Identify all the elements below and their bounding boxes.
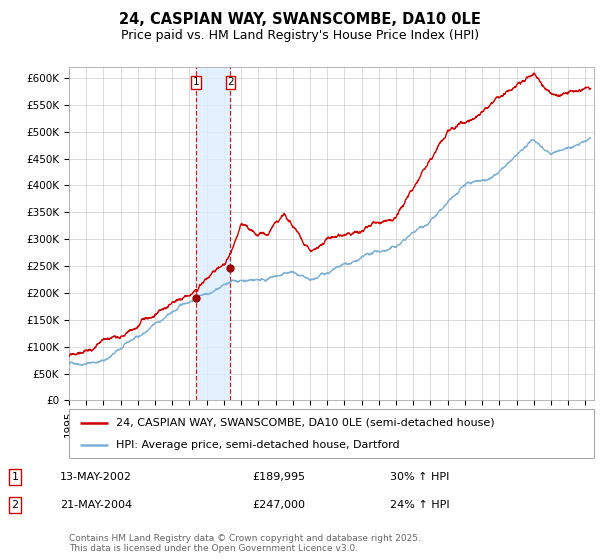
Text: 21-MAY-2004: 21-MAY-2004 xyxy=(60,500,132,510)
Text: 13-MAY-2002: 13-MAY-2002 xyxy=(60,472,132,482)
Text: Contains HM Land Registry data © Crown copyright and database right 2025.
This d: Contains HM Land Registry data © Crown c… xyxy=(69,534,421,553)
Text: 30% ↑ HPI: 30% ↑ HPI xyxy=(390,472,449,482)
Text: 2: 2 xyxy=(11,500,19,510)
Text: £247,000: £247,000 xyxy=(252,500,305,510)
Text: 1: 1 xyxy=(193,77,199,87)
Text: 1: 1 xyxy=(11,472,19,482)
Text: 24% ↑ HPI: 24% ↑ HPI xyxy=(390,500,449,510)
Text: 24, CASPIAN WAY, SWANSCOMBE, DA10 0LE: 24, CASPIAN WAY, SWANSCOMBE, DA10 0LE xyxy=(119,12,481,27)
Text: 24, CASPIAN WAY, SWANSCOMBE, DA10 0LE (semi-detached house): 24, CASPIAN WAY, SWANSCOMBE, DA10 0LE (s… xyxy=(116,418,495,428)
Text: HPI: Average price, semi-detached house, Dartford: HPI: Average price, semi-detached house,… xyxy=(116,440,400,450)
Text: Price paid vs. HM Land Registry's House Price Index (HPI): Price paid vs. HM Land Registry's House … xyxy=(121,29,479,42)
Bar xyxy=(196,67,230,400)
Text: £189,995: £189,995 xyxy=(252,472,305,482)
Text: 2: 2 xyxy=(227,77,234,87)
FancyBboxPatch shape xyxy=(69,409,594,458)
